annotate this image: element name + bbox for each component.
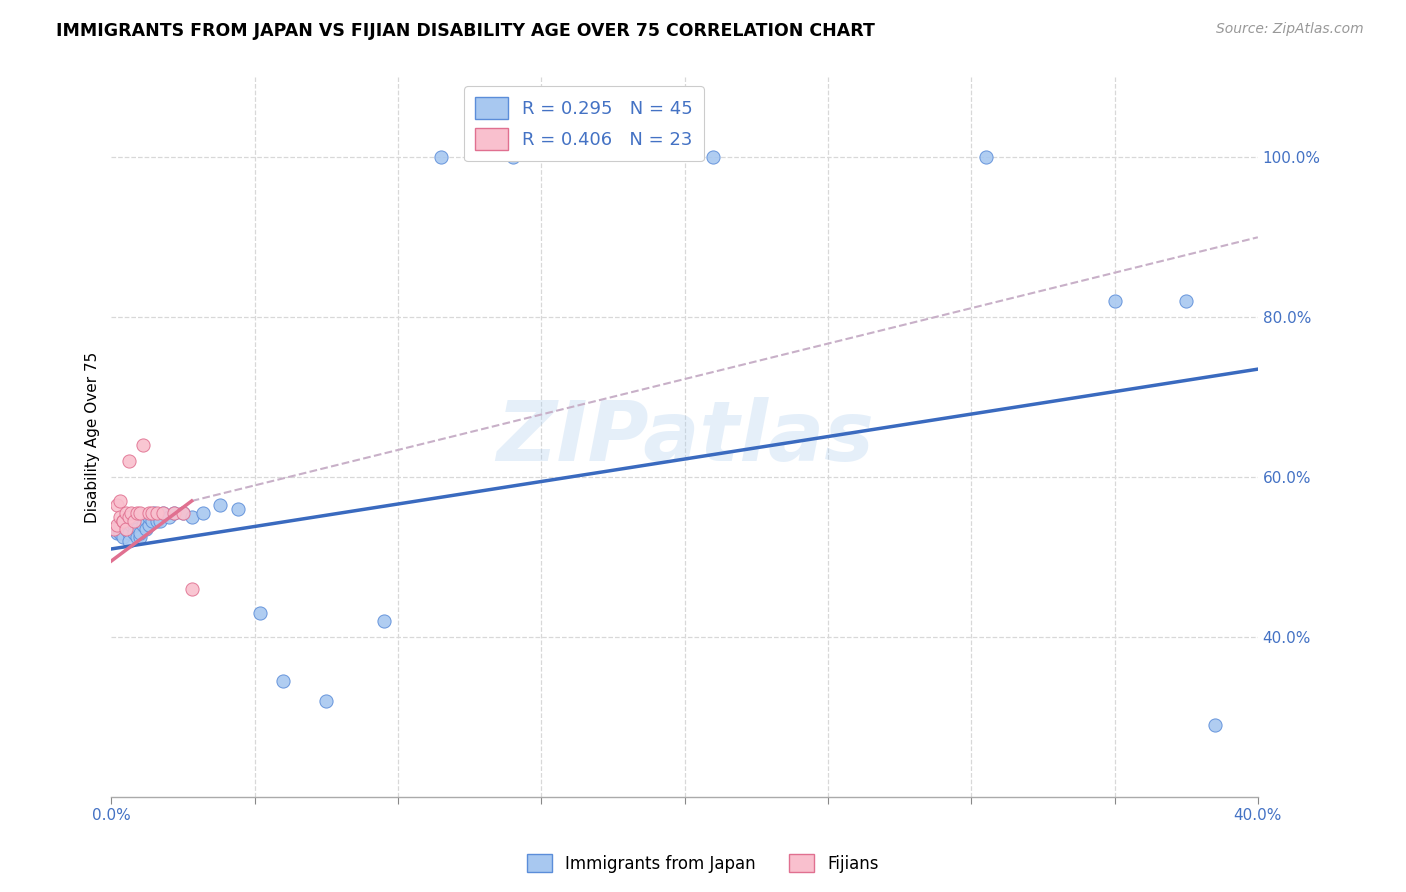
Point: [152, 506, 174, 520]
Point: [430, 150, 453, 164]
Point: [108, 510, 131, 524]
Point: [138, 506, 160, 520]
Point: [163, 506, 186, 520]
Point: [127, 530, 149, 544]
Point: [105, 525, 128, 540]
Point: [152, 506, 174, 520]
Y-axis label: Disability Age Over 75: Disability Age Over 75: [86, 351, 100, 523]
Point: [117, 533, 139, 548]
Point: [103, 522, 125, 536]
Point: [111, 530, 134, 544]
Point: [149, 514, 172, 528]
Point: [105, 518, 128, 533]
Point: [974, 150, 997, 164]
Point: [180, 582, 202, 596]
Point: [172, 506, 194, 520]
Point: [157, 510, 180, 524]
Point: [146, 506, 169, 520]
Point: [249, 606, 271, 620]
Point: [124, 514, 146, 528]
Point: [117, 454, 139, 468]
Point: [172, 506, 194, 520]
Point: [702, 150, 724, 164]
Point: [135, 522, 157, 536]
Point: [129, 506, 152, 520]
Point: [114, 514, 136, 528]
Point: [146, 514, 169, 528]
Point: [121, 514, 143, 528]
Point: [105, 498, 128, 512]
Point: [103, 522, 125, 536]
Point: [132, 518, 155, 533]
Point: [108, 494, 131, 508]
Text: IMMIGRANTS FROM JAPAN VS FIJIAN DISABILITY AGE OVER 75 CORRELATION CHART: IMMIGRANTS FROM JAPAN VS FIJIAN DISABILI…: [56, 22, 875, 40]
Point: [127, 522, 149, 536]
Point: [117, 525, 139, 540]
Point: [141, 514, 163, 528]
Point: [138, 510, 160, 524]
Point: [108, 518, 131, 533]
Legend: R = 0.295   N = 45, R = 0.406   N = 23: R = 0.295 N = 45, R = 0.406 N = 23: [464, 87, 704, 161]
Point: [114, 522, 136, 536]
Point: [315, 694, 337, 708]
Point: [121, 506, 143, 520]
Point: [111, 514, 134, 528]
Point: [111, 514, 134, 528]
Point: [129, 530, 152, 544]
Point: [114, 522, 136, 536]
Point: [209, 498, 232, 512]
Point: [124, 525, 146, 540]
Text: Source: ZipAtlas.com: Source: ZipAtlas.com: [1216, 22, 1364, 37]
Point: [180, 510, 202, 524]
Point: [191, 506, 214, 520]
Point: [163, 506, 186, 520]
Point: [273, 673, 295, 688]
Point: [114, 506, 136, 520]
Point: [138, 518, 160, 533]
Point: [111, 514, 134, 528]
Point: [129, 525, 152, 540]
Text: ZIPatlas: ZIPatlas: [496, 397, 873, 477]
Point: [132, 438, 155, 452]
Point: [502, 150, 524, 164]
Point: [117, 510, 139, 524]
Point: [1204, 718, 1226, 732]
Point: [143, 506, 166, 520]
Point: [1175, 294, 1198, 309]
Point: [108, 525, 131, 540]
Point: [121, 518, 143, 533]
Point: [124, 518, 146, 533]
Point: [373, 614, 395, 628]
Legend: Immigrants from Japan, Fijians: Immigrants from Japan, Fijians: [520, 847, 886, 880]
Point: [1104, 294, 1126, 309]
Point: [141, 506, 163, 520]
Point: [127, 506, 149, 520]
Point: [226, 502, 249, 516]
